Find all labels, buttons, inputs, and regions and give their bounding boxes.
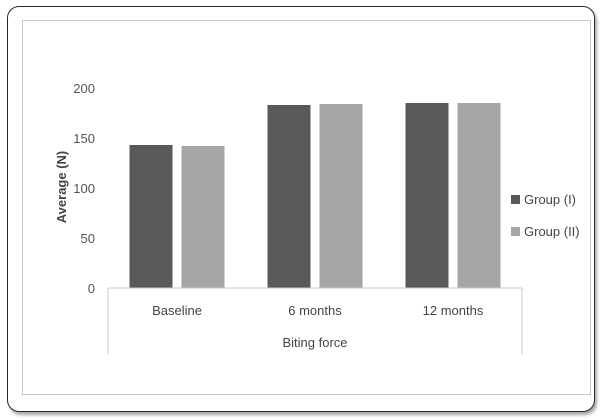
legend-swatch-group-i — [511, 195, 520, 204]
bar-group-i-baseline — [129, 145, 173, 288]
y-tick-label: 100 — [73, 181, 95, 196]
y-tick-label: 0 — [88, 281, 95, 296]
category-labels: Baseline 6 months 12 months — [152, 303, 484, 318]
y-tick-label: 200 — [73, 81, 95, 96]
bar-group-ii-baseline — [181, 146, 225, 288]
bar-group-i-6-months — [267, 105, 311, 288]
bar-group-ii-12-months — [457, 103, 501, 288]
legend-label-group-i: Group (I) — [524, 192, 576, 207]
category-label: 12 months — [423, 303, 484, 318]
bar-group-i-12-months — [405, 103, 449, 288]
y-axis-ticks: 0 50 100 150 200 — [73, 81, 95, 296]
y-tick-label: 50 — [81, 231, 95, 246]
legend-label-group-ii: Group (II) — [524, 224, 580, 239]
y-axis-label: Average (N) — [54, 151, 69, 223]
y-tick-label: 150 — [73, 131, 95, 146]
category-label: 6 months — [288, 303, 342, 318]
axes — [107, 287, 523, 354]
x-axis-label: Biting force — [282, 335, 347, 350]
bars — [129, 103, 501, 288]
bar-group-ii-6-months — [319, 104, 363, 288]
legend-swatch-group-ii — [511, 227, 520, 236]
category-label: Baseline — [152, 303, 202, 318]
legend: Group (I) Group (II) — [511, 192, 580, 239]
